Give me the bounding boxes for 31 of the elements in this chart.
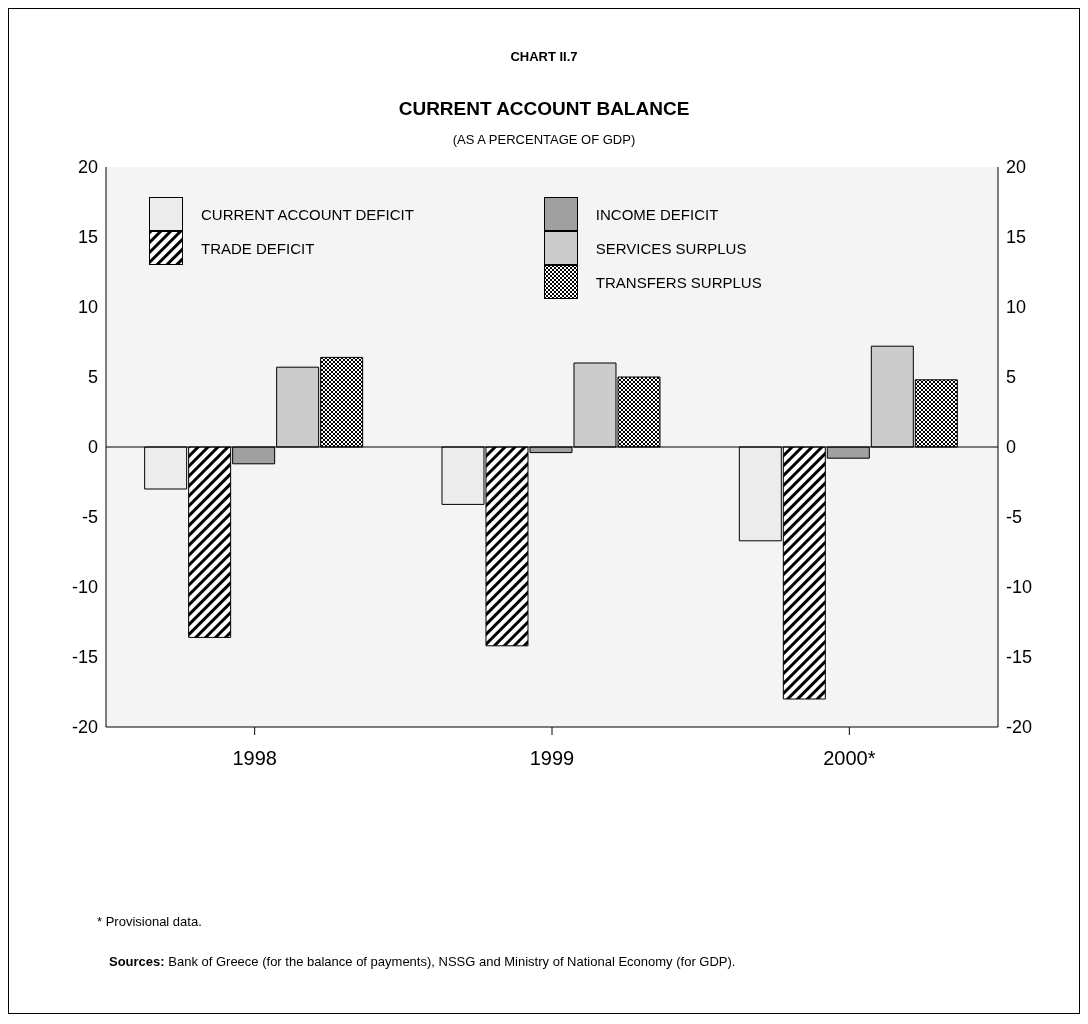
y2-tick-label: 10 <box>1006 297 1027 318</box>
legend-label: TRADE DEFICIT <box>201 239 315 257</box>
y-tick-label: 5 <box>87 367 98 388</box>
legend-label: INCOME DEFICIT <box>595 205 719 223</box>
text: CHART II.7 <box>509 48 579 64</box>
y-tick-label: -10 <box>71 577 98 598</box>
y2-tick-label: -20 <box>1006 717 1033 738</box>
y-tick-label: 10 <box>77 297 98 318</box>
chart-title: CURRENT ACCOUNT BALANCE <box>397 98 691 120</box>
x-tick-label: 1999 <box>529 747 575 770</box>
y2-tick-label: 0 <box>1006 437 1017 458</box>
x-tick-label: 1998 <box>232 747 277 770</box>
y2-tick-label: 15 <box>1006 227 1027 248</box>
y2-tick-label: -15 <box>1006 647 1033 668</box>
legend-label: SERVICES SURPLUS <box>595 239 747 257</box>
chart-subtitle: (AS A PERCENTAGE OF GDP) <box>451 132 637 147</box>
x-tick-label: 2000* <box>823 747 876 770</box>
y-tick-label: 0 <box>87 437 98 458</box>
y-tick-label: -20 <box>71 717 98 738</box>
y-tick-label: 15 <box>77 227 98 248</box>
y2-tick-label: 20 <box>1006 157 1027 178</box>
y2-tick-label: 5 <box>1006 367 1017 388</box>
source-note: Sources: Bank of Greece (for the balance of payments), NSSG and Ministry of National Economy (for GDP). <box>109 954 736 969</box>
y-tick-label: 20 <box>77 157 98 178</box>
text: * Provisional data. <box>97 914 202 929</box>
legend-label: TRANSFERS SURPLUS <box>595 273 762 291</box>
y-tick-label: -5 <box>81 507 98 528</box>
y2-tick-label: -10 <box>1006 577 1033 598</box>
y-tick-label: -15 <box>71 647 98 668</box>
legend-label: CURRENT ACCOUNT DEFICIT <box>201 205 414 223</box>
y2-tick-label: -5 <box>1006 507 1023 528</box>
